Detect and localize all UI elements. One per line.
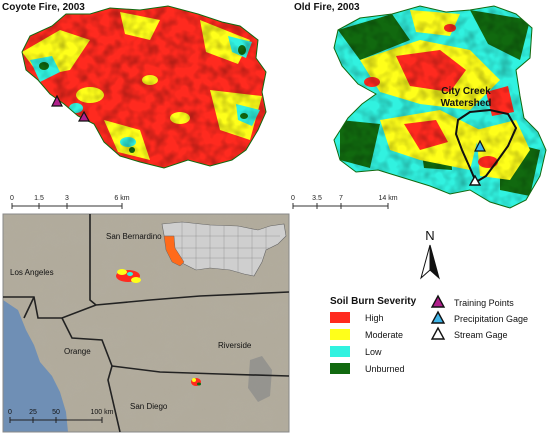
- legend-swatch-high: [330, 312, 350, 323]
- city-creek-watershed-boundary: [454, 108, 518, 184]
- legend-title: Soil Burn Severity: [330, 296, 417, 307]
- legend-class-label: High: [365, 313, 384, 323]
- legend-precipitation-gage-icon: [430, 310, 446, 324]
- county-label: Orange: [64, 347, 91, 356]
- north-arrow: N: [420, 228, 440, 280]
- watershed-label-line1: City Creek: [441, 86, 491, 97]
- precipitation-gage-marker: [474, 139, 486, 152]
- legend-stream-gage-icon: [430, 326, 446, 340]
- legend-class-label: Low: [365, 347, 382, 357]
- old-fire-panel: Old Fire, 2003: [294, 2, 547, 209]
- coyote-fire-panel: Coyote Fire, 2003: [2, 2, 267, 169]
- legend: Soil Burn Severity High Moderate Low Unburn…: [330, 294, 528, 374]
- legend-symbol-label: Stream Gage: [454, 330, 508, 340]
- old-fire-location: [191, 378, 201, 386]
- coyote-fire-location: [116, 269, 141, 283]
- training-point-marker: [51, 94, 63, 107]
- north-label: N: [425, 228, 434, 243]
- scale-tick-label: 6 km: [114, 195, 129, 202]
- region-scale-bar: 0 25 50 100 km: [8, 409, 114, 423]
- scale-tick-label: 0: [291, 195, 295, 202]
- old-fire-title: Old Fire, 2003: [294, 2, 360, 13]
- scale-tick-label: 100 km: [91, 409, 114, 416]
- county-boundaries: [3, 214, 290, 433]
- old-burn-severity-map: [334, 6, 546, 208]
- training-point-marker: [77, 110, 91, 122]
- stream-gage-marker: [468, 174, 482, 186]
- county-label: Los Angeles: [10, 268, 54, 277]
- legend-symbols: Training Points Precipitation Gage Stream …: [430, 294, 528, 340]
- county-label: Riverside: [218, 341, 252, 350]
- coyote-fire-title: Coyote Fire, 2003: [2, 2, 85, 13]
- scale-tick-label: 0: [10, 195, 14, 202]
- scale-tick-label: 3: [65, 195, 69, 202]
- coyote-burn-severity-map: [22, 6, 266, 168]
- pacific-ocean: [3, 300, 68, 432]
- regional-map: San Bernardino Los Angeles Riverside Ora…: [2, 213, 290, 433]
- legend-class-label: Unburned: [365, 364, 405, 374]
- scale-tick-label: 14 km: [378, 195, 397, 202]
- county-label: San Bernardino: [106, 232, 162, 241]
- california-highlight: [163, 235, 185, 267]
- legend-symbol-label: Precipitation Gage: [454, 314, 528, 324]
- legend-symbol-label: Training Points: [454, 298, 514, 308]
- scale-tick-label: 1.5: [34, 195, 44, 202]
- legend-swatch-moderate: [330, 329, 350, 340]
- legend-class-label: Moderate: [365, 330, 403, 340]
- watershed-label-line2: Watershed: [441, 98, 492, 109]
- scale-tick-label: 0: [8, 409, 12, 416]
- us-inset-map: [161, 221, 287, 277]
- scale-tick-label: 50: [52, 409, 60, 416]
- legend-training-points-icon: [430, 294, 446, 308]
- old-scale-bar: 0 3.5 7 14 km: [291, 195, 398, 209]
- legend-classes: High Moderate Low Unburned: [330, 312, 405, 374]
- coyote-scale-bar: 0 1.5 3 6 km: [10, 195, 130, 209]
- county-label: San Diego: [130, 402, 168, 411]
- legend-swatch-low: [330, 346, 350, 357]
- legend-swatch-unburned: [330, 363, 350, 374]
- scale-tick-label: 25: [29, 409, 37, 416]
- scale-tick-label: 3.5: [312, 195, 322, 202]
- scale-tick-label: 7: [339, 195, 343, 202]
